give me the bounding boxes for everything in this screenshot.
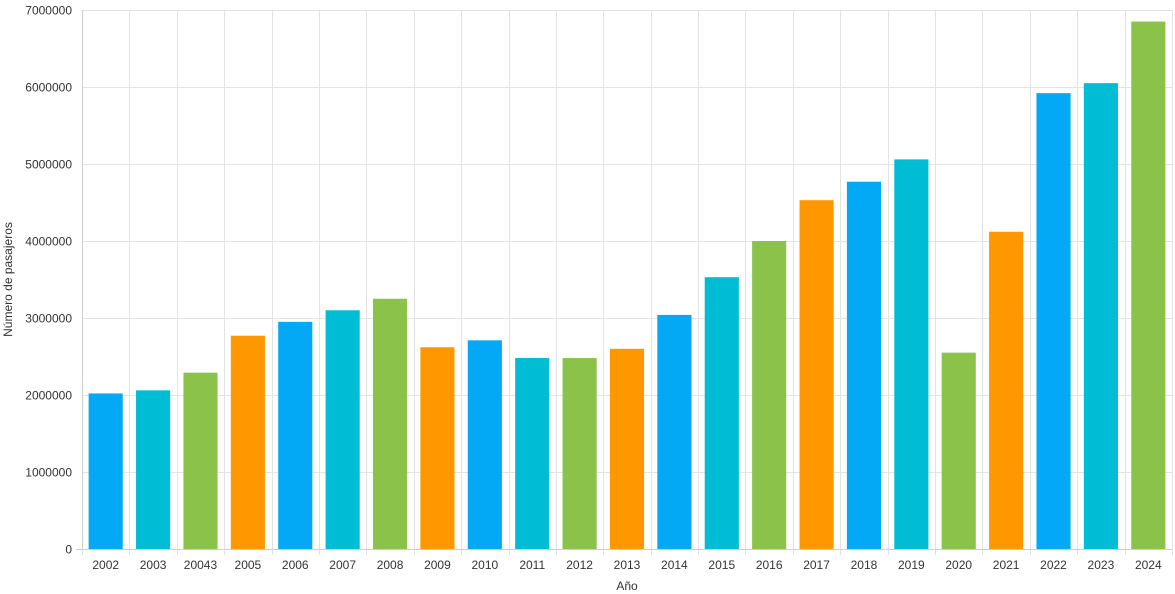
bar[interactable]	[609, 348, 645, 549]
x-tick-label: 2012	[566, 558, 593, 572]
x-tick-label: 2024	[1135, 558, 1162, 572]
bar[interactable]	[752, 241, 787, 549]
y-tick-label: 5000000	[25, 158, 72, 172]
x-tick-label: 2020	[945, 558, 972, 572]
bar[interactable]	[325, 310, 360, 549]
x-axis-title: Año	[616, 579, 638, 593]
gridlines	[82, 10, 1173, 555]
x-tick-label: 2016	[756, 558, 783, 572]
x-tick-label: 2022	[1040, 558, 1067, 572]
bar[interactable]	[230, 335, 265, 549]
y-tick-label: 0	[65, 543, 72, 557]
bar[interactable]	[515, 358, 550, 549]
x-tick-label: 2006	[282, 558, 309, 572]
x-tick-label: 2013	[614, 558, 641, 572]
bar[interactable]	[1131, 21, 1166, 550]
bar[interactable]	[989, 231, 1024, 549]
bar[interactable]	[1083, 83, 1118, 550]
bar[interactable]	[88, 393, 123, 549]
x-tick-label: 2015	[708, 558, 735, 572]
axes: 0 1000000 2000000 3000000 4000000 5000000 6000…	[25, 4, 1172, 572]
bar[interactable]	[704, 277, 739, 549]
bar[interactable]	[278, 321, 313, 549]
bar[interactable]	[136, 390, 171, 549]
x-tick-label: 2007	[329, 558, 356, 572]
y-tick-label: 6000000	[25, 81, 72, 95]
bar[interactable]	[467, 340, 502, 549]
bar[interactable]	[799, 200, 834, 549]
y-axis-title: Número de pasajeros	[1, 222, 15, 337]
x-tick-label: 2010	[471, 558, 498, 572]
x-tick-label: 2023	[1088, 558, 1115, 572]
x-tick-label: 2014	[661, 558, 688, 572]
bar[interactable]	[420, 347, 455, 549]
x-tick-label: 2002	[92, 558, 119, 572]
x-tick-label: 20043	[184, 558, 218, 572]
y-tick-label: 2000000	[25, 389, 72, 403]
bar[interactable]	[846, 181, 882, 549]
y-tick-label: 1000000	[25, 466, 72, 480]
x-tick-label: 2003	[140, 558, 167, 572]
x-tick-label: 2019	[898, 558, 925, 572]
y-tick-label: 3000000	[25, 312, 72, 326]
x-tick-label: 2021	[993, 558, 1020, 572]
x-tick-label: 2017	[803, 558, 830, 572]
x-tick-label: 2011	[519, 558, 545, 572]
x-tick-label: 2018	[851, 558, 878, 572]
y-tick-label: 4000000	[25, 235, 72, 249]
bar[interactable]	[657, 314, 692, 549]
bar[interactable]	[941, 352, 976, 549]
y-tick-label: 7000000	[25, 4, 72, 18]
bar[interactable]	[372, 298, 408, 549]
bar[interactable]	[183, 372, 218, 549]
x-tick-label: 2005	[235, 558, 262, 572]
bar[interactable]	[1036, 93, 1071, 549]
bars	[88, 21, 1166, 550]
x-tick-label: 2009	[424, 558, 451, 572]
x-tick-label: 2008	[377, 558, 404, 572]
bar[interactable]	[562, 358, 597, 549]
bar[interactable]	[894, 159, 929, 549]
